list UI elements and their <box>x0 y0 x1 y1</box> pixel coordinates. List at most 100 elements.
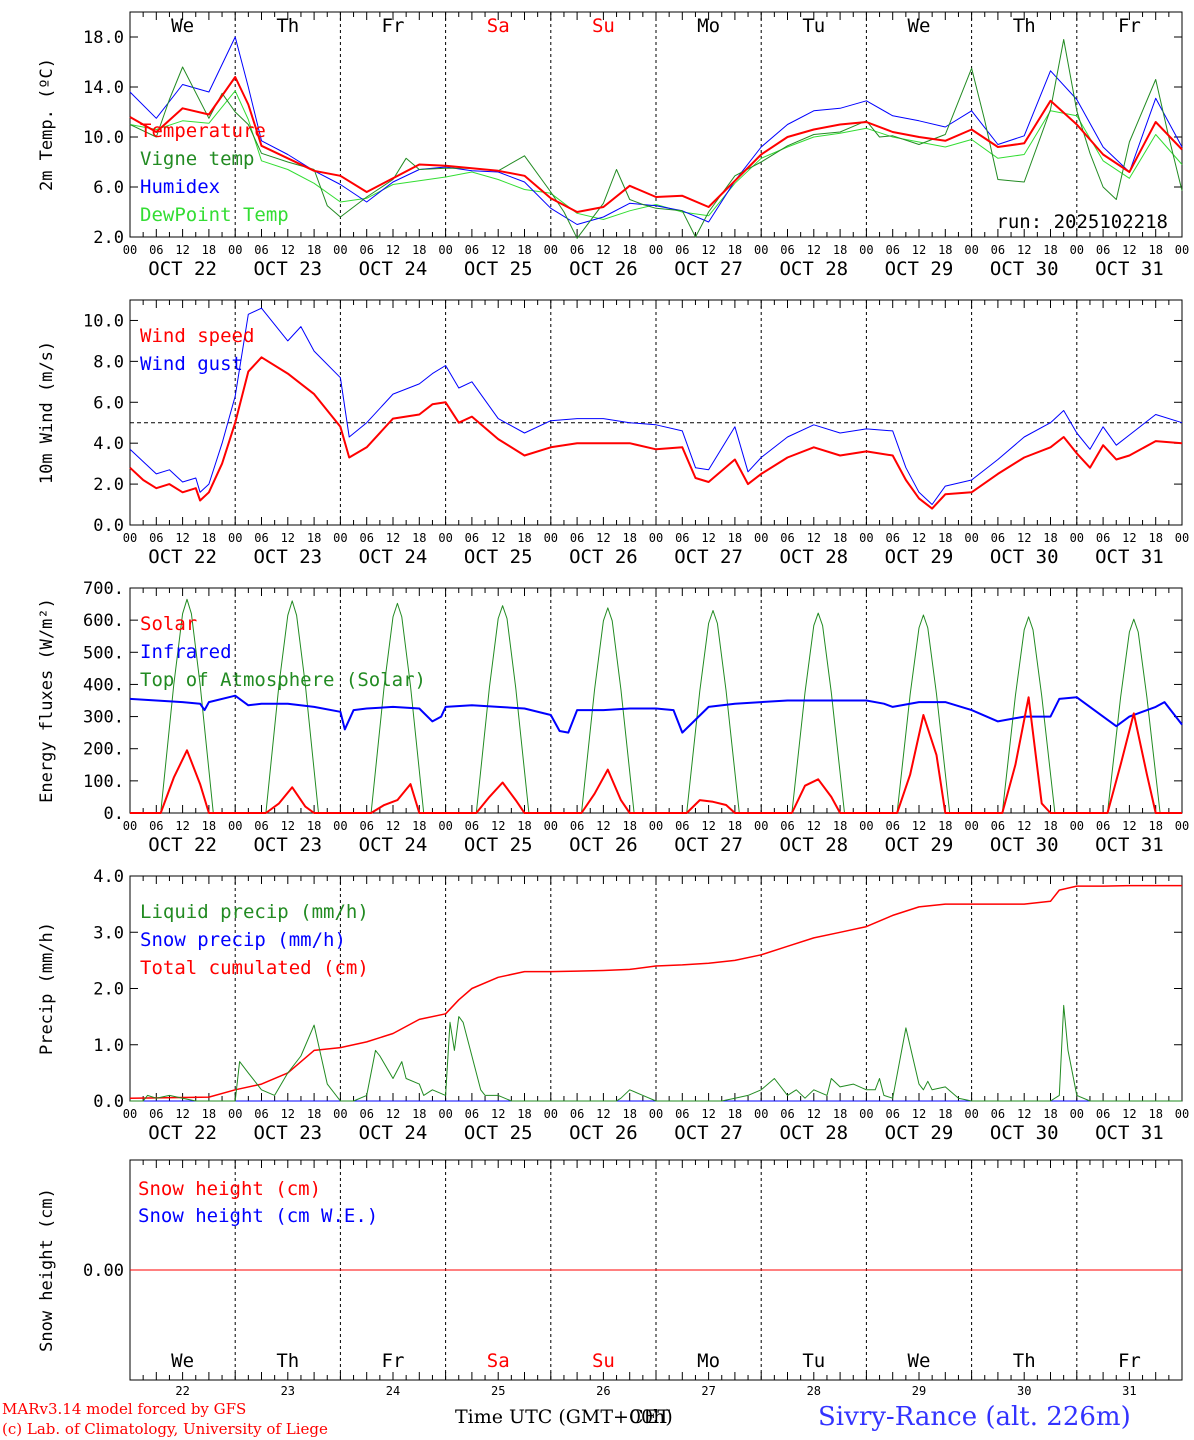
hour-tick-label: 12 <box>701 531 715 545</box>
hour-tick-label: 12 <box>807 243 821 257</box>
date-label: OCT 30 <box>990 834 1059 856</box>
hour-tick-label: 00 <box>649 1107 663 1121</box>
hour-tick-label: 18 <box>412 819 426 833</box>
legend-entry: Snow height (cm W.E.) <box>138 1205 378 1227</box>
date-label: OCT 31 <box>1095 1122 1164 1144</box>
hour-tick-label: 06 <box>149 531 163 545</box>
hour-tick-label: 18 <box>1043 243 1057 257</box>
hour-tick-label: 00 <box>333 819 347 833</box>
legend-entry: Snow height (cm) <box>138 1178 321 1200</box>
series-solar <box>130 696 1182 814</box>
hour-tick-label: 00 <box>228 531 242 545</box>
legend-entry: Total cumulated (cm) <box>140 957 369 979</box>
date-label: OCT 23 <box>253 1122 322 1144</box>
weekday-label: Th <box>1013 15 1036 37</box>
hour-tick-label: 00 <box>438 243 452 257</box>
hour-tick-label: 06 <box>991 531 1005 545</box>
hour-tick-label: 00 <box>1070 1107 1084 1121</box>
date-label: OCT 22 <box>148 546 217 568</box>
date-label: OCT 22 <box>148 258 217 280</box>
hour-tick-label: 18 <box>622 819 636 833</box>
date-label: OCT 25 <box>464 546 533 568</box>
date-label: OCT 29 <box>885 834 954 856</box>
hour-tick-label: 18 <box>412 243 426 257</box>
hour-tick-label: 00 <box>964 243 978 257</box>
y-axis-label: Precip (mm/h) <box>37 922 57 1055</box>
hour-tick-label: 12 <box>596 819 610 833</box>
date-label: OCT 26 <box>569 546 638 568</box>
hour-tick-label: 18 <box>307 819 321 833</box>
y-axis-label: Energy fluxes (W/m²) <box>37 598 57 803</box>
hour-tick-label: 06 <box>149 243 163 257</box>
hour-tick-label: 06 <box>780 1107 794 1121</box>
date-label: OCT 29 <box>885 258 954 280</box>
date-label: OCT 27 <box>674 1122 743 1144</box>
hour-tick-label: 12 <box>1122 1107 1136 1121</box>
hour-tick-label: 18 <box>307 1107 321 1121</box>
hour-tick-label: 06 <box>465 243 479 257</box>
y-tick-label: 100. <box>83 772 124 792</box>
hour-tick-label: 18 <box>833 819 847 833</box>
hour-tick-label: 12 <box>596 531 610 545</box>
hour-tick-label: 06 <box>359 531 373 545</box>
series-liquid-precip-mm-h- <box>130 1004 1182 1102</box>
hour-tick-label: 00 <box>649 531 663 545</box>
hour-tick-label: 06 <box>149 819 163 833</box>
hour-tick-label: 00 <box>964 1107 978 1121</box>
hour-tick-label: 12 <box>386 243 400 257</box>
hour-tick-label: 06 <box>1096 1107 1110 1121</box>
hour-tick-label: 18 <box>833 1107 847 1121</box>
y-tick-label: 4.0 <box>93 434 124 454</box>
hour-tick-label: 06 <box>359 243 373 257</box>
y-tick-label: 4.0 <box>93 867 124 887</box>
plot-frame <box>129 299 1183 526</box>
y-tick-label: 0.0 <box>93 516 124 536</box>
hour-tick-label: 18 <box>728 531 742 545</box>
weekday-label: Mo <box>697 15 720 37</box>
date-label: OCT 25 <box>464 1122 533 1144</box>
weekday-label: We <box>908 1350 931 1372</box>
hour-tick-label: 18 <box>833 243 847 257</box>
y-tick-label: 10.0 <box>83 128 124 148</box>
weekday-label: Sa <box>487 15 510 37</box>
day-number-label: 22 <box>175 1384 189 1398</box>
day-number-label: 28 <box>807 1384 821 1398</box>
date-label: OCT 31 <box>1095 258 1164 280</box>
y-tick-label: 6.0 <box>93 393 124 413</box>
hour-tick-label: 12 <box>175 243 189 257</box>
y-tick-label: 2.0 <box>93 228 124 248</box>
date-label: OCT 23 <box>253 834 322 856</box>
hour-tick-label: 12 <box>912 819 926 833</box>
hour-tick-label: 06 <box>465 531 479 545</box>
date-label: OCT 28 <box>779 546 848 568</box>
panel-temp: 00 06 12 18 00 06 12 18 00 06 12 18 00 06 12 18 00 06 12 18… <box>37 11 1189 280</box>
hour-tick-label: 06 <box>254 819 268 833</box>
date-label: OCT 23 <box>253 258 322 280</box>
hour-tick-label: 00 <box>228 1107 242 1121</box>
date-label: OCT 24 <box>359 834 428 856</box>
credit-line-2: (c) Lab. of Climatology, University of L… <box>2 1420 328 1438</box>
hour-tick-label: 06 <box>885 243 899 257</box>
y-tick-label: 6.0 <box>93 178 124 198</box>
weekday-label: We <box>171 15 194 37</box>
series-total-cumulated-cm- <box>129 884 1182 1099</box>
hour-tick-label: 00 <box>123 1107 137 1121</box>
legend-entry: Infrared <box>140 641 232 663</box>
hour-tick-label: 06 <box>1096 531 1110 545</box>
hour-tick-label: 12 <box>175 819 189 833</box>
hour-tick-label: 18 <box>1148 819 1162 833</box>
series-wind-gust <box>129 307 1183 505</box>
hour-tick-label: 06 <box>991 819 1005 833</box>
legend-entry: Solar <box>140 613 197 635</box>
panel-snow: We Th Fr Sa Su Mo Tu We Th Fr 22 23 24 25 26 27 28 29 30 31… <box>37 1159 1183 1398</box>
hour-tick-label: 12 <box>807 819 821 833</box>
weekday-label: Th <box>1013 1350 1036 1372</box>
hour-tick-label: 00 <box>1175 1107 1189 1121</box>
y-axis-label: 2m Temp. (ºC) <box>37 58 57 191</box>
date-label: OCT 27 <box>674 546 743 568</box>
weekday-label: Tu <box>802 1350 825 1372</box>
day-number-label: 27 <box>701 1384 715 1398</box>
y-tick-label: 18.0 <box>83 28 124 48</box>
y-tick-label: 0.0 <box>93 1092 124 1112</box>
hour-tick-label: 06 <box>570 531 584 545</box>
